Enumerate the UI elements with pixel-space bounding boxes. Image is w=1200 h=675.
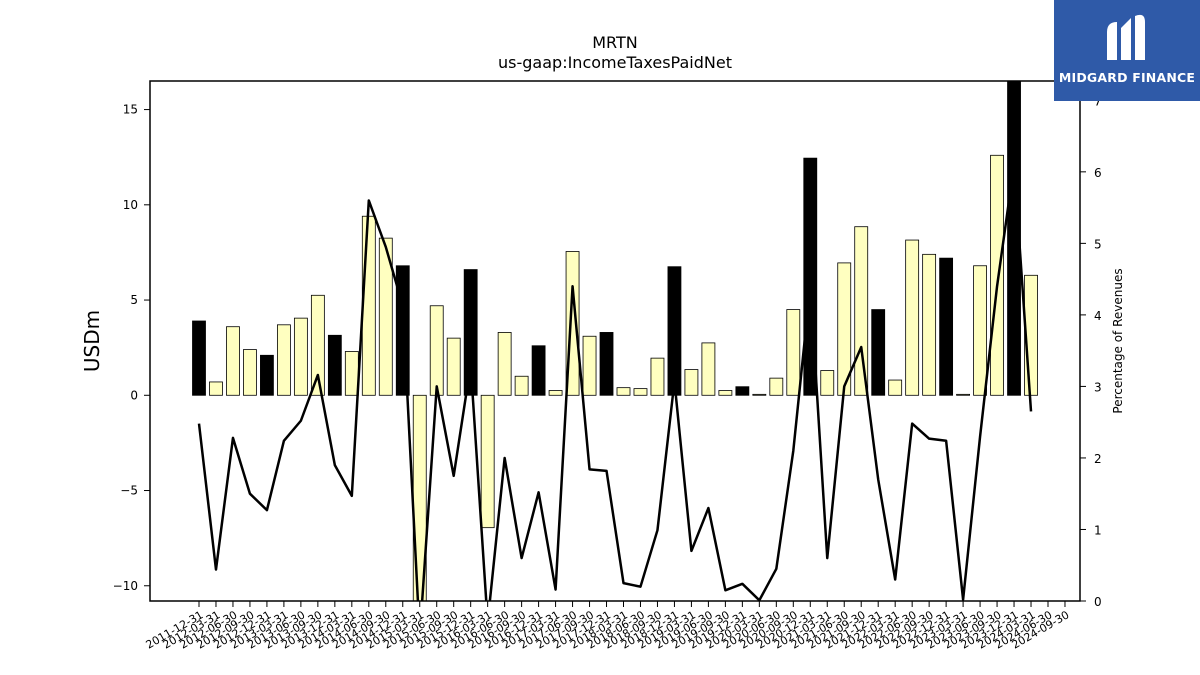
y-tick-label: −5	[120, 484, 138, 498]
bar	[276, 324, 291, 396]
bar	[310, 294, 325, 396]
bar	[344, 351, 359, 396]
y2-axis-label: Percentage of Revenues	[1111, 268, 1125, 413]
y-tick-label: −10	[113, 579, 138, 593]
y2-tick-label: 7	[1094, 94, 1102, 108]
y2-tick-label: 1	[1094, 523, 1102, 537]
bar	[718, 390, 733, 396]
bar	[667, 266, 682, 396]
bar	[905, 239, 920, 396]
y2-tick-label: 6	[1094, 166, 1102, 180]
bar	[463, 269, 478, 396]
y-axis-label: USDm	[80, 310, 104, 372]
series-line	[197, 163, 1033, 601]
y2-tick-label: 2	[1094, 452, 1102, 466]
bar	[243, 349, 257, 396]
bar	[514, 375, 529, 396]
midgard-logo-mark-icon	[1107, 14, 1145, 60]
bar	[786, 309, 801, 396]
bar	[480, 394, 495, 529]
bar-series	[192, 81, 1038, 601]
bar	[650, 357, 665, 396]
bar	[769, 377, 784, 396]
bar	[446, 337, 461, 396]
y-tick-label: 0	[130, 388, 138, 402]
y-tick-label: 10	[123, 198, 138, 212]
midgard-finance-logo: MIDGARD FINANCE	[1054, 0, 1200, 101]
bar	[361, 215, 376, 396]
bar	[684, 369, 699, 396]
bar	[327, 334, 342, 396]
bar	[888, 379, 903, 396]
bar	[1007, 81, 1021, 396]
bar	[956, 393, 970, 396]
bar	[378, 237, 393, 396]
y2-tick-label: 4	[1094, 309, 1102, 323]
bar	[293, 317, 308, 396]
y2-axis: 0 1 2 3 4 5 6 7	[1080, 94, 1102, 609]
bar	[497, 332, 512, 396]
bar	[854, 226, 869, 396]
chart-title: MRTN	[592, 33, 638, 52]
bar	[990, 154, 1004, 396]
y2-tick-label: 3	[1094, 380, 1102, 394]
bar	[192, 320, 206, 396]
x-axis: 2011-12-312012-03-312012-06-302012-09-30…	[144, 601, 1071, 652]
bar	[209, 381, 223, 396]
y2-tick-label: 0	[1094, 595, 1102, 609]
bar	[531, 345, 546, 396]
bar	[752, 393, 767, 396]
bar	[939, 257, 954, 396]
bar	[616, 387, 631, 396]
bar	[226, 326, 240, 396]
bar	[599, 332, 614, 396]
bar	[260, 354, 274, 396]
bar	[735, 386, 750, 396]
chart-subtitle: us-gaap:IncomeTaxesPaidNet	[498, 53, 732, 72]
line-series	[197, 163, 1033, 601]
bar	[701, 342, 716, 396]
y-axis: −10 −5 0 5 10 15	[113, 103, 150, 593]
bar	[633, 388, 648, 396]
bar	[871, 309, 886, 396]
plot-frame	[149, 80, 1081, 602]
y2-tick-label: 5	[1094, 237, 1102, 251]
bar	[548, 390, 563, 396]
bar	[582, 335, 597, 396]
bar	[922, 253, 937, 396]
logo-text: MIDGARD FINANCE	[1058, 70, 1196, 85]
y-tick-label: 5	[130, 293, 138, 307]
y-tick-label: 15	[123, 103, 138, 117]
bar	[973, 265, 987, 396]
bar	[820, 370, 835, 396]
bar	[429, 305, 444, 396]
